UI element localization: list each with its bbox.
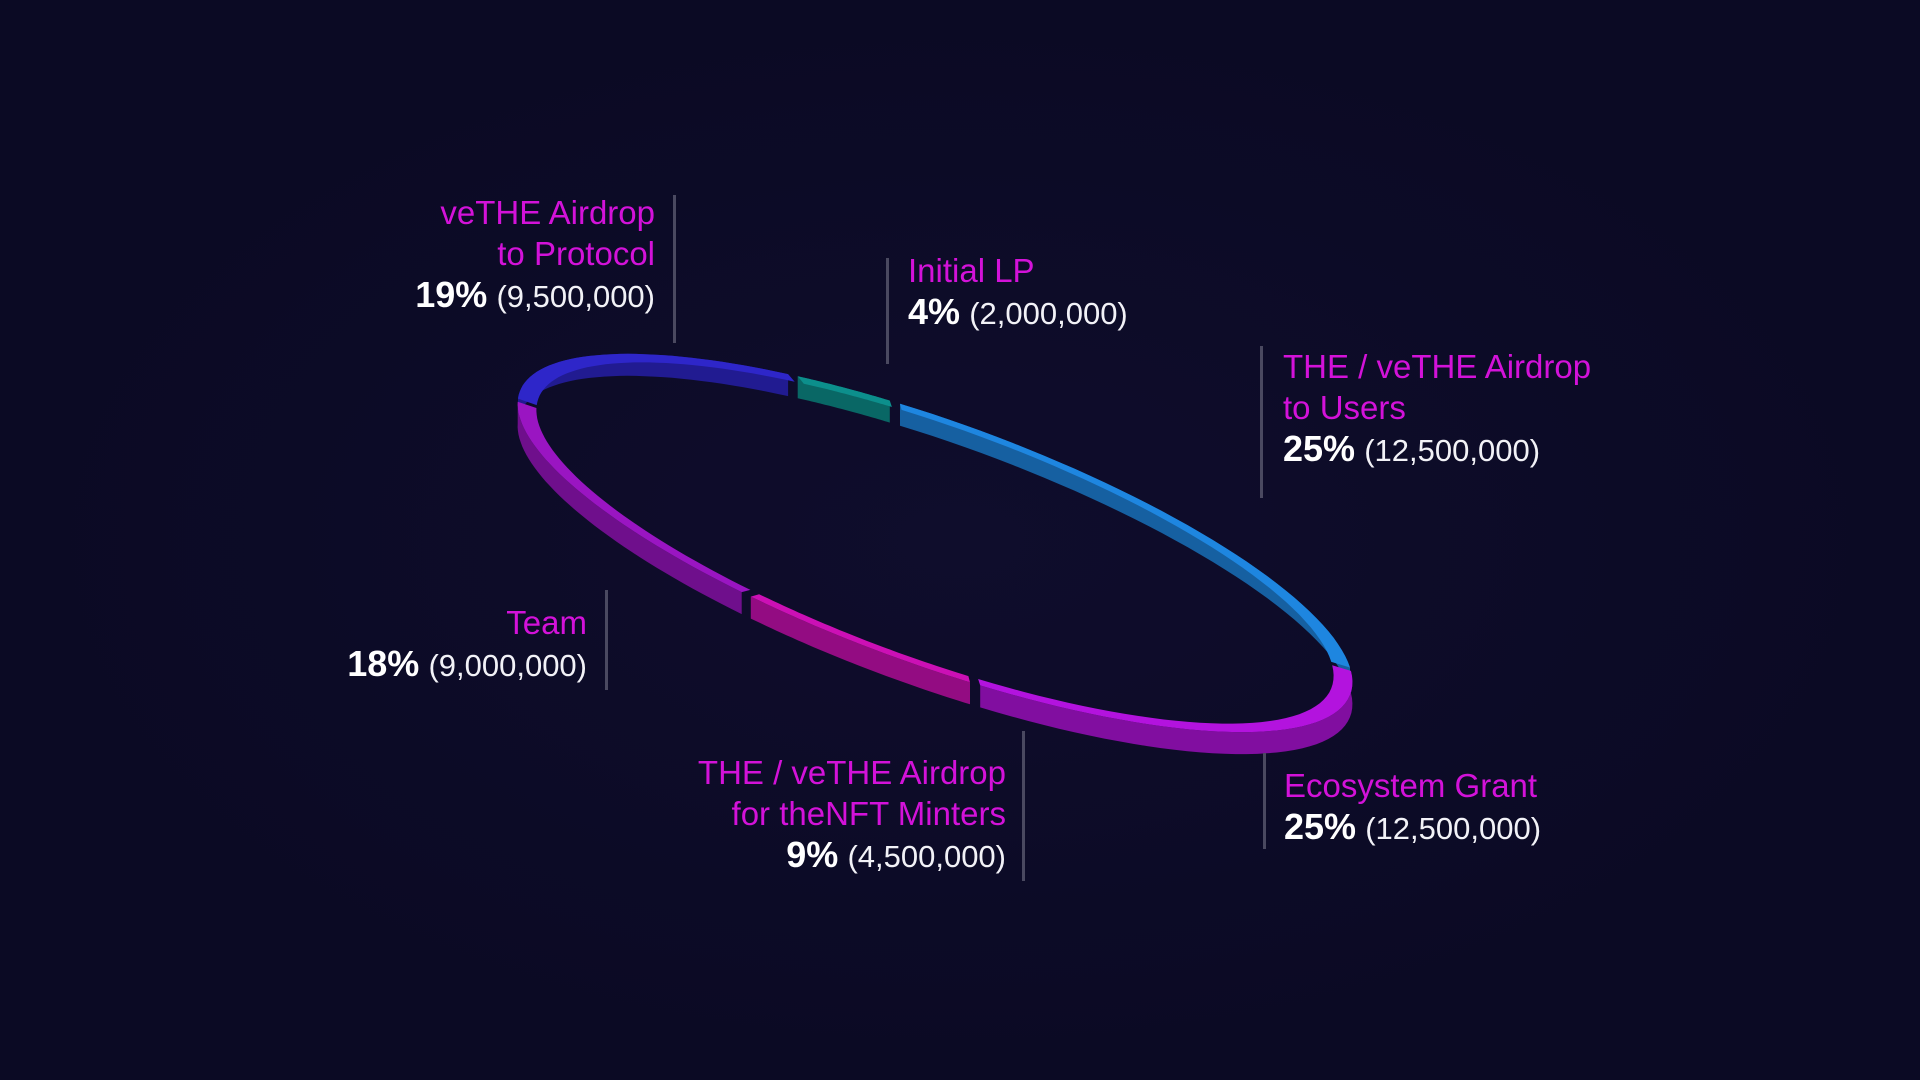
segment-percent: 19%: [415, 274, 488, 315]
label-divider: [605, 590, 608, 690]
label-divider: [673, 195, 676, 343]
ring-segment-side: [750, 596, 970, 705]
segment-name-line: Ecosystem Grant: [1284, 767, 1538, 804]
segment-name-line: for theNFT Minters: [731, 795, 1006, 832]
segment-amount: (2,000,000): [969, 296, 1128, 331]
segment-percent: 25%: [1283, 428, 1356, 469]
segment-amount: (4,500,000): [847, 839, 1006, 874]
segment-value: 25% (12,500,000): [1284, 806, 1541, 849]
ring-segment-side: [518, 353, 789, 421]
segment-value: 25% (12,500,000): [1283, 428, 1591, 471]
ring-segment: [518, 353, 795, 406]
segment-value: 9% (4,500,000): [698, 834, 1006, 877]
label-the-vethe-airdrop-nft-minters: THE / veTHE Airdrop for theNFT Minters 9…: [698, 752, 1006, 877]
segment-amount: (9,000,000): [428, 648, 587, 683]
segment-amount: (12,500,000): [1364, 433, 1541, 468]
segment-name-line: THE / veTHE Airdrop: [697, 754, 1006, 791]
segment-percent: 25%: [1284, 806, 1357, 847]
segment-percent: 9%: [786, 834, 839, 875]
label-the-vethe-airdrop-users: THE / veTHE Airdrop to Users 25% (12,500…: [1283, 346, 1591, 471]
segment-percent: 18%: [347, 643, 420, 684]
segment-name-line: THE / veTHE Airdrop: [1283, 348, 1592, 385]
label-vethe-airdrop-protocol: veTHE Airdrop to Protocol 19% (9,500,000…: [415, 192, 655, 317]
label-divider: [1260, 346, 1263, 498]
segment-name-line: to Protocol: [497, 235, 655, 272]
ring-segment: [750, 594, 970, 683]
segment-name-line: to Users: [1283, 389, 1406, 426]
segment-value: 18% (9,000,000): [347, 643, 587, 686]
segment-amount: (12,500,000): [1365, 811, 1542, 846]
ring-segment: [517, 401, 751, 593]
segment-value: 4% (2,000,000): [908, 291, 1128, 334]
segment-name-line: Initial LP: [908, 252, 1035, 289]
ring-segment-side: [797, 376, 890, 423]
segment-amount: (9,500,000): [496, 279, 655, 314]
ring-segment-side: [517, 401, 742, 615]
segment-value: 19% (9,500,000): [415, 274, 655, 317]
label-ecosystem-grant: Ecosystem Grant 25% (12,500,000): [1284, 765, 1541, 849]
ring-segment-side: [900, 403, 1350, 690]
segment-name-line: veTHE Airdrop: [440, 194, 655, 231]
label-divider: [1022, 731, 1025, 881]
ring-segment: [797, 376, 892, 407]
label-divider: [886, 258, 889, 364]
label-initial-lp: Initial LP 4% (2,000,000): [908, 250, 1128, 334]
segment-name-line: Team: [506, 604, 587, 641]
label-team: Team 18% (9,000,000): [347, 602, 587, 686]
label-divider: [1263, 753, 1266, 849]
segment-percent: 4%: [908, 291, 961, 332]
ring-segment-side: [980, 670, 1353, 755]
